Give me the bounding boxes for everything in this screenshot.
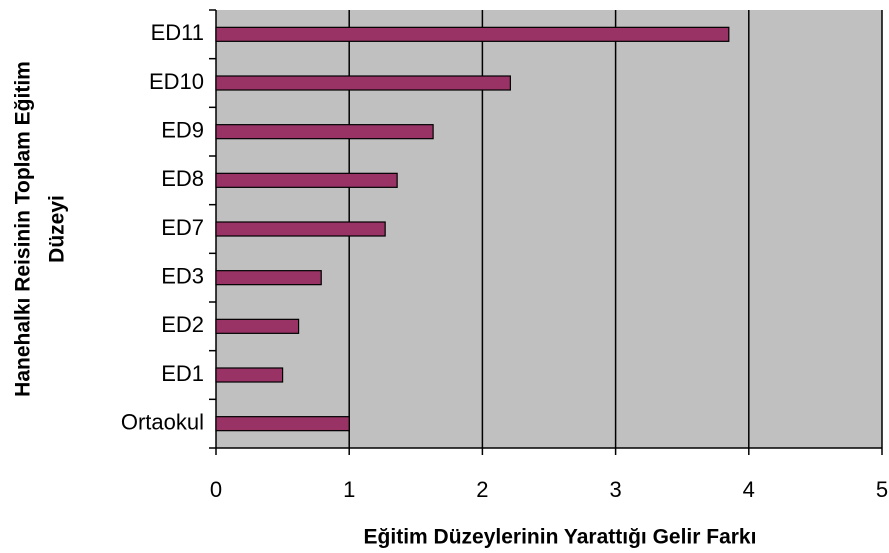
y-tick-label: ED1: [161, 361, 204, 386]
x-tick-label: 4: [743, 477, 755, 502]
x-tick-label: 3: [609, 477, 621, 502]
bar: [215, 270, 322, 286]
x-tick-label: 1: [343, 477, 355, 502]
bar: [215, 172, 398, 188]
x-tick-label: 5: [876, 477, 888, 502]
y-tick-label: ED9: [161, 117, 204, 142]
x-tick-label: 0: [210, 477, 222, 502]
y-tick-label: Ortaokul: [121, 409, 204, 434]
y-axis-title: Düzeyi: [46, 195, 69, 263]
x-axis-title: Eğitim Düzeylerinin Yarattığı Gelir Fark…: [364, 526, 757, 549]
y-tick-label: ED8: [161, 166, 204, 191]
bar: [215, 26, 730, 42]
y-axis-title: Hanehalkı Reisinin Toplam Eğitim: [12, 61, 35, 397]
y-tick-label: ED10: [149, 69, 204, 94]
bar: [215, 221, 386, 237]
x-tick-label: 2: [476, 477, 488, 502]
y-tick-label: ED7: [161, 215, 204, 240]
bar: [215, 75, 511, 91]
y-tick-label: ED2: [161, 312, 204, 337]
bar: [215, 124, 434, 140]
bar: [215, 416, 350, 432]
bar: [215, 318, 300, 334]
y-tick-label: ED11: [151, 20, 204, 45]
y-tick-label: ED3: [161, 263, 204, 288]
bar: [215, 367, 284, 383]
